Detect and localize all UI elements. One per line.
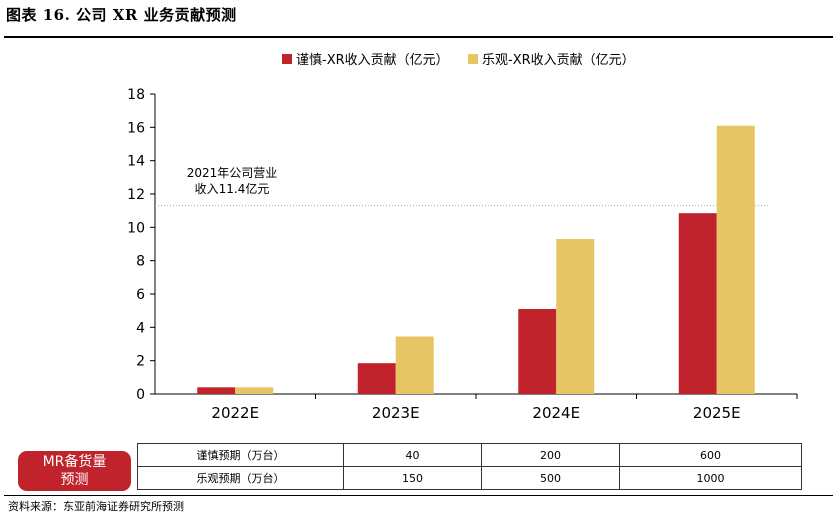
bar — [357, 363, 396, 394]
bar — [518, 309, 557, 394]
bottom-rule — [4, 495, 833, 496]
bar — [556, 239, 595, 394]
table-row: 谨慎预期（万台） 40 200 600 — [137, 443, 802, 467]
legend-swatch — [468, 54, 478, 64]
table-cell: 40 — [342, 443, 483, 467]
y-tick-label: 10 — [127, 220, 145, 236]
row-label: 乐观预期（万台） — [137, 466, 344, 490]
y-tick-label: 16 — [127, 120, 145, 136]
y-tick-label: 8 — [136, 254, 145, 270]
title-rule — [4, 36, 833, 38]
bar — [235, 387, 274, 394]
legend-swatch — [282, 54, 292, 64]
table-cell: 500 — [481, 466, 621, 490]
y-tick-label: 2 — [136, 354, 145, 370]
x-tick-label: 2025E — [693, 404, 741, 422]
x-tick-label: 2022E — [211, 404, 259, 422]
forecast-table: 谨慎预期（万台） 40 200 600 乐观预期（万台） 150 500 100… — [137, 443, 802, 493]
source-note: 资料来源：东亚前海证券研究所预测 — [8, 500, 184, 513]
bar — [197, 387, 236, 394]
row-label: 谨慎预期（万台） — [137, 443, 344, 467]
table-cell: 1000 — [619, 466, 802, 490]
x-tick-label: 2024E — [532, 404, 580, 422]
y-tick-label: 14 — [127, 154, 145, 170]
x-tick-label: 2023E — [372, 404, 420, 422]
bar — [395, 336, 434, 394]
table-cell: 150 — [342, 466, 483, 490]
y-tick-label: 4 — [136, 320, 145, 336]
legend-label: 乐观-XR收入贡献（亿元） — [482, 53, 635, 68]
table-cell: 200 — [481, 443, 621, 467]
y-tick-label: 0 — [136, 387, 145, 403]
bar-chart: 谨慎-XR收入贡献（亿元） 乐观-XR收入贡献（亿元） 0 2 4 6 8 10 12 14 16 1… — [127, 53, 798, 422]
badge-line2: 预测 — [60, 472, 89, 488]
mr-forecast-badge: MR备货量 预测 — [18, 451, 131, 491]
legend-label: 谨慎-XR收入贡献（亿元） — [296, 53, 449, 68]
bar — [678, 213, 717, 394]
y-tick-label: 6 — [136, 287, 145, 303]
badge-line1: MR备货量 — [42, 454, 107, 470]
reference-label-line2: 收入11.4亿元 — [195, 181, 270, 196]
y-tick-label: 12 — [127, 187, 145, 203]
reference-label-line1: 2021年公司营业 — [187, 166, 278, 180]
bar — [716, 125, 755, 395]
figure-title: 图表 16. 公司 XR 业务贡献预测 — [6, 6, 237, 24]
y-tick-label: 18 — [127, 87, 145, 103]
table-row: 乐观预期（万台） 150 500 1000 — [137, 466, 802, 490]
table-cell: 600 — [619, 443, 802, 467]
